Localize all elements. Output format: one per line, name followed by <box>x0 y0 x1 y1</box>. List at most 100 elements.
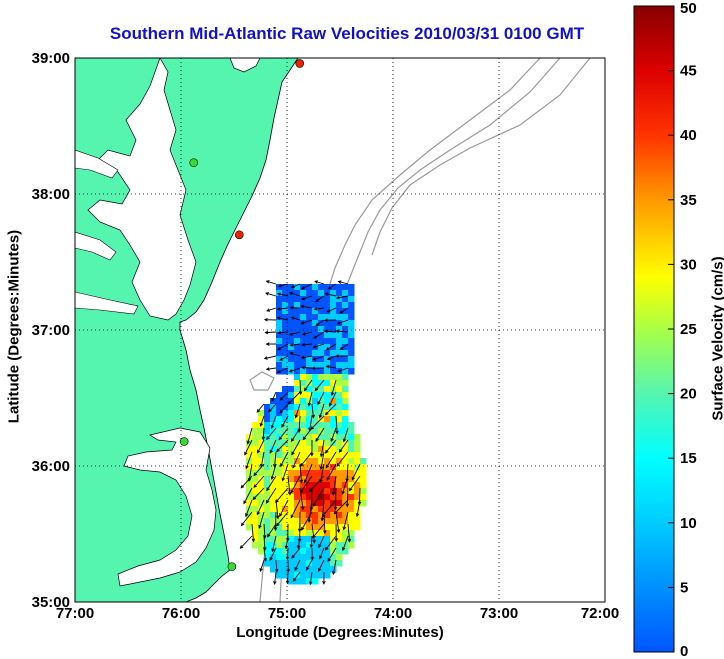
velocity-arrow <box>308 391 313 406</box>
velocity-cell <box>270 422 277 429</box>
velocity-cell <box>318 470 325 477</box>
velocity-cell <box>264 518 271 525</box>
velocity-arrow-head <box>301 332 306 336</box>
velocity-cell <box>318 458 325 465</box>
velocity-cell <box>330 356 337 363</box>
velocity-cell <box>294 530 301 537</box>
velocity-cell <box>318 506 325 513</box>
velocity-cell <box>270 464 277 471</box>
velocity-arrow-head <box>312 503 316 508</box>
velocity-arrow-head <box>319 555 323 560</box>
velocity-arrow <box>277 367 289 373</box>
velocity-cell <box>252 446 259 453</box>
velocity-cell <box>306 404 313 411</box>
velocity-cell <box>282 506 289 513</box>
velocity-cell <box>288 542 295 549</box>
velocity-arrow-head <box>324 449 329 454</box>
velocity-cell <box>252 440 259 447</box>
velocity-arrow <box>276 439 289 452</box>
velocity-arrow <box>287 475 291 495</box>
velocity-arrow <box>319 403 325 418</box>
velocity-cell <box>312 320 319 327</box>
velocity-arrow <box>240 475 253 489</box>
velocity-cell <box>300 398 307 405</box>
velocity-arrow <box>292 451 301 469</box>
velocity-cell <box>288 464 295 471</box>
velocity-cell <box>330 446 337 453</box>
velocity-arrow <box>266 307 277 312</box>
velocity-arrow-head <box>279 409 284 414</box>
velocity-cell <box>264 548 271 555</box>
velocity-cell <box>348 524 355 531</box>
velocity-cell <box>282 362 289 369</box>
velocity-cell <box>306 566 313 573</box>
velocity-cell <box>270 560 277 567</box>
velocity-cell <box>306 338 313 345</box>
velocity-cell <box>282 314 289 321</box>
velocity-cell <box>288 530 295 537</box>
velocity-arrow <box>256 499 265 515</box>
velocity-cell <box>294 470 301 477</box>
velocity-cell <box>336 284 343 291</box>
velocity-cell <box>276 398 283 405</box>
velocity-cell <box>342 464 349 471</box>
velocity-cell <box>288 572 295 579</box>
velocity-arrow-head <box>291 554 295 559</box>
velocity-cell <box>276 524 283 531</box>
x-axis: 77:00 76:00 75:00 74:00 73:00 72:00 <box>56 605 619 622</box>
velocity-arrow <box>349 475 361 491</box>
velocity-cell <box>276 356 283 363</box>
velocity-cell <box>348 350 355 357</box>
y-tick-label: 35:00 <box>32 594 70 611</box>
station-marker <box>189 158 199 168</box>
velocity-cell <box>306 536 313 543</box>
velocity-cell <box>342 374 349 381</box>
velocity-cell <box>288 578 295 585</box>
velocity-cell <box>282 446 289 453</box>
plot-frame <box>74 57 606 603</box>
colorbar-tick-label: 0 <box>680 643 688 659</box>
velocity-cell <box>264 554 271 561</box>
velocity-arrow-head <box>289 343 294 347</box>
velocity-cell <box>270 440 277 447</box>
velocity-cell <box>294 362 301 369</box>
velocity-arrow <box>241 511 253 526</box>
velocity-cell <box>282 476 289 483</box>
velocity-arrow-head <box>287 401 292 405</box>
velocity-cell <box>318 512 325 519</box>
velocity-cell <box>270 452 277 459</box>
velocity-arrow <box>289 367 301 373</box>
velocity-arrow-head <box>326 309 331 313</box>
velocity-cell <box>348 428 355 435</box>
velocity-cell <box>318 374 325 381</box>
velocity-cell <box>288 410 295 417</box>
velocity-arrow <box>277 317 289 321</box>
velocity-cell <box>324 404 331 411</box>
velocity-cell <box>246 518 253 525</box>
velocity-cell <box>264 458 271 465</box>
velocity-cell <box>330 308 337 315</box>
velocity-cell <box>282 500 289 507</box>
velocity-cell <box>342 326 349 333</box>
velocity-cell <box>348 362 355 369</box>
velocity-cell <box>312 518 319 525</box>
velocity-cell <box>318 392 325 399</box>
velocity-arrow <box>275 511 277 531</box>
velocity-arrow-head <box>269 449 273 454</box>
velocity-arrow <box>277 307 289 310</box>
velocity-arrow <box>327 355 337 360</box>
velocity-cell <box>360 470 367 477</box>
bay-arm <box>75 231 117 261</box>
velocity-cell <box>324 548 331 555</box>
velocity-cell <box>336 482 343 489</box>
velocity-cell <box>306 290 313 297</box>
velocity-cell <box>336 434 343 441</box>
velocity-cell <box>312 548 319 555</box>
velocity-arrow-head <box>277 330 282 335</box>
velocity-arrow <box>339 307 349 314</box>
velocity-arrow-head <box>300 355 305 360</box>
velocity-arrow <box>327 307 337 313</box>
velocity-cell <box>348 290 355 297</box>
velocity-cell <box>294 332 301 339</box>
velocity-arrow <box>304 379 313 391</box>
